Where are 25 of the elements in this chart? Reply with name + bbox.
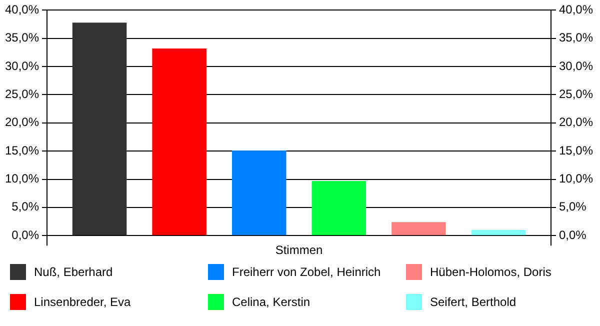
text: 10,0% <box>558 172 594 186</box>
text: 20,0% <box>558 115 594 130</box>
y-tick-label: 10,0% <box>4 172 40 186</box>
legend-label: Seifert, Berthold <box>430 295 516 309</box>
text: 30,0% <box>558 58 594 73</box>
y-tick-label: 20,0% <box>4 115 40 130</box>
legend-label: Nuß, Eberhard <box>34 265 113 279</box>
legend-label: Linsenbreder, Eva <box>34 295 131 309</box>
y-tick-label: 5,0% <box>12 200 40 214</box>
text: 35,0% <box>558 30 594 45</box>
y-tick-label: 15,0% <box>4 143 40 158</box>
text: 5,0% <box>558 200 586 214</box>
text: 25,0% <box>558 87 594 102</box>
legend-label: Hüben-Holomos, Doris <box>430 265 552 279</box>
text: 0,0% <box>558 228 586 242</box>
legend-label: Freiherr von Zobel, Heinrich <box>232 265 381 279</box>
y-tick-label: 0,0% <box>12 228 40 242</box>
y-tick-label: 30,0% <box>4 58 40 73</box>
x-tick-label: Stimmen <box>275 243 323 258</box>
legend-label: Celina, Kerstin <box>232 295 310 309</box>
y-tick-label: 25,0% <box>4 87 40 102</box>
text: 15,0% <box>558 143 594 158</box>
y-tick-label: 40,0% <box>4 2 40 17</box>
text: 40,0% <box>558 2 594 17</box>
y-tick-label: 35,0% <box>4 30 40 45</box>
